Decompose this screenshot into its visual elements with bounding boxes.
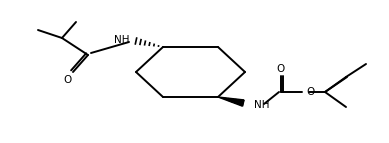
Text: NH: NH — [114, 35, 130, 45]
Text: NH: NH — [254, 100, 270, 110]
Text: O: O — [306, 87, 314, 97]
Polygon shape — [218, 97, 244, 106]
Text: O: O — [64, 75, 72, 85]
Text: O: O — [277, 64, 285, 74]
